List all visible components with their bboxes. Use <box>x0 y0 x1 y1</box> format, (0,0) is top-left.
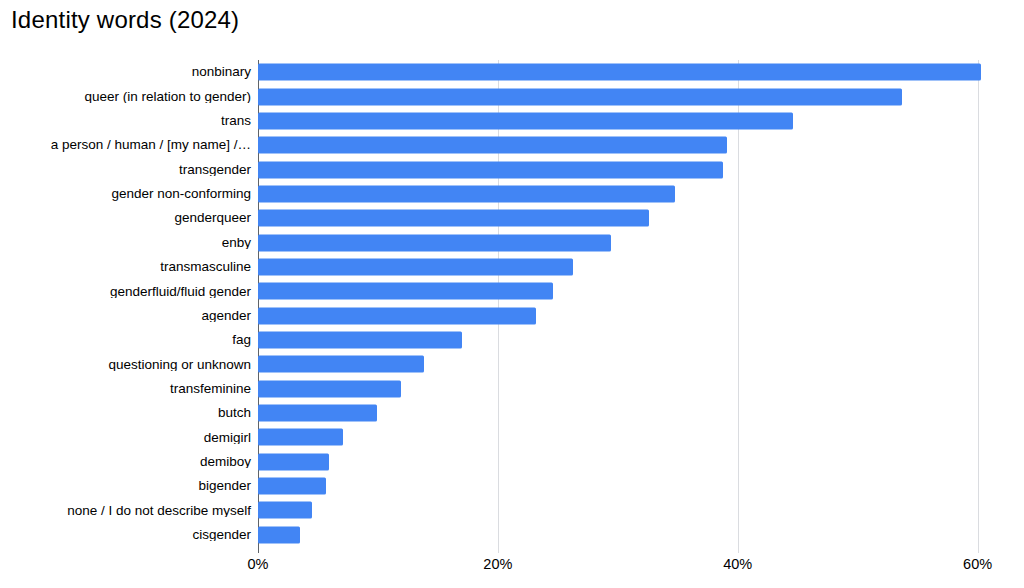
x-tick-label: 20% <box>483 556 512 572</box>
bar-track <box>258 60 1010 84</box>
bar <box>258 112 793 129</box>
bar <box>258 331 462 348</box>
bar-row: transmasculine <box>0 255 1010 279</box>
bar-row: gender non-conforming <box>0 182 1010 206</box>
x-tick-label: 40% <box>723 556 752 572</box>
bar-track <box>258 328 1010 352</box>
bar-rows: nonbinary queer (in relation to gender) … <box>0 60 1010 547</box>
category-label: demiboy <box>0 455 258 469</box>
category-label: fag <box>0 333 258 347</box>
category-label: transgender <box>0 163 258 177</box>
bar-track <box>258 474 1010 498</box>
category-label: gender non-conforming <box>0 187 258 201</box>
category-label: enby <box>0 236 258 250</box>
category-label: bigender <box>0 479 258 493</box>
category-label: cisgender <box>0 528 258 542</box>
category-label: genderfluid/fluid gender <box>0 285 258 299</box>
bar-track <box>258 84 1010 108</box>
bar-track <box>258 133 1010 157</box>
category-label: nonbinary <box>0 65 258 79</box>
bar <box>258 356 424 373</box>
bar <box>258 258 573 275</box>
bar-row: genderqueer <box>0 206 1010 230</box>
category-label: agender <box>0 309 258 323</box>
category-label: a person / human / [my name] /… <box>0 138 258 152</box>
bar <box>258 64 981 81</box>
bar <box>258 502 312 519</box>
bar <box>258 526 300 543</box>
category-label: queer (in relation to gender) <box>0 90 258 104</box>
bar <box>258 453 329 470</box>
bar-row: queer (in relation to gender) <box>0 84 1010 108</box>
category-label: none / I do not describe myself <box>0 504 258 518</box>
x-axis: 0% 20% 40% 60% <box>258 556 1010 576</box>
bar-row: demigirl <box>0 425 1010 449</box>
category-label: transmasculine <box>0 260 258 274</box>
category-label: transfeminine <box>0 382 258 396</box>
bar-track <box>258 279 1010 303</box>
bar-row: fag <box>0 328 1010 352</box>
bar-row: agender <box>0 303 1010 327</box>
category-label: trans <box>0 114 258 128</box>
bar-track <box>258 523 1010 547</box>
category-label: questioning or unknown <box>0 358 258 372</box>
bar <box>258 137 727 154</box>
bar-row: demiboy <box>0 450 1010 474</box>
bar-track <box>258 401 1010 425</box>
bar <box>258 161 723 178</box>
bar-row: questioning or unknown <box>0 352 1010 376</box>
bar <box>258 380 401 397</box>
bar <box>258 478 326 495</box>
bar-row: enby <box>0 230 1010 254</box>
x-tick-label: 0% <box>248 556 269 572</box>
bar <box>258 307 536 324</box>
bar-track <box>258 425 1010 449</box>
bar <box>258 404 377 421</box>
bar-row: bigender <box>0 474 1010 498</box>
bar-row: butch <box>0 401 1010 425</box>
chart-title: Identity words (2024) <box>11 6 239 34</box>
bar-row: transgender <box>0 157 1010 181</box>
bar-track <box>258 182 1010 206</box>
bar-track <box>258 376 1010 400</box>
bar-row: none / I do not describe myself <box>0 498 1010 522</box>
bar-track <box>258 109 1010 133</box>
bar-track <box>258 450 1010 474</box>
bar-row: trans <box>0 109 1010 133</box>
bar-row: nonbinary <box>0 60 1010 84</box>
bar-track <box>258 352 1010 376</box>
bar-track <box>258 303 1010 327</box>
bar-track <box>258 206 1010 230</box>
bar-row: cisgender <box>0 523 1010 547</box>
bar-track <box>258 157 1010 181</box>
bar <box>258 283 553 300</box>
x-tick-label: 60% <box>963 556 992 572</box>
bar-row: transfeminine <box>0 376 1010 400</box>
bar <box>258 234 611 251</box>
bar <box>258 88 902 105</box>
bar-row: a person / human / [my name] /… <box>0 133 1010 157</box>
bar <box>258 210 649 227</box>
category-label: demigirl <box>0 431 258 445</box>
bar-track <box>258 498 1010 522</box>
bar <box>258 185 675 202</box>
bar <box>258 429 343 446</box>
category-label: genderqueer <box>0 211 258 225</box>
category-label: butch <box>0 406 258 420</box>
bar-track <box>258 255 1010 279</box>
bar-row: genderfluid/fluid gender <box>0 279 1010 303</box>
bar-track <box>258 230 1010 254</box>
